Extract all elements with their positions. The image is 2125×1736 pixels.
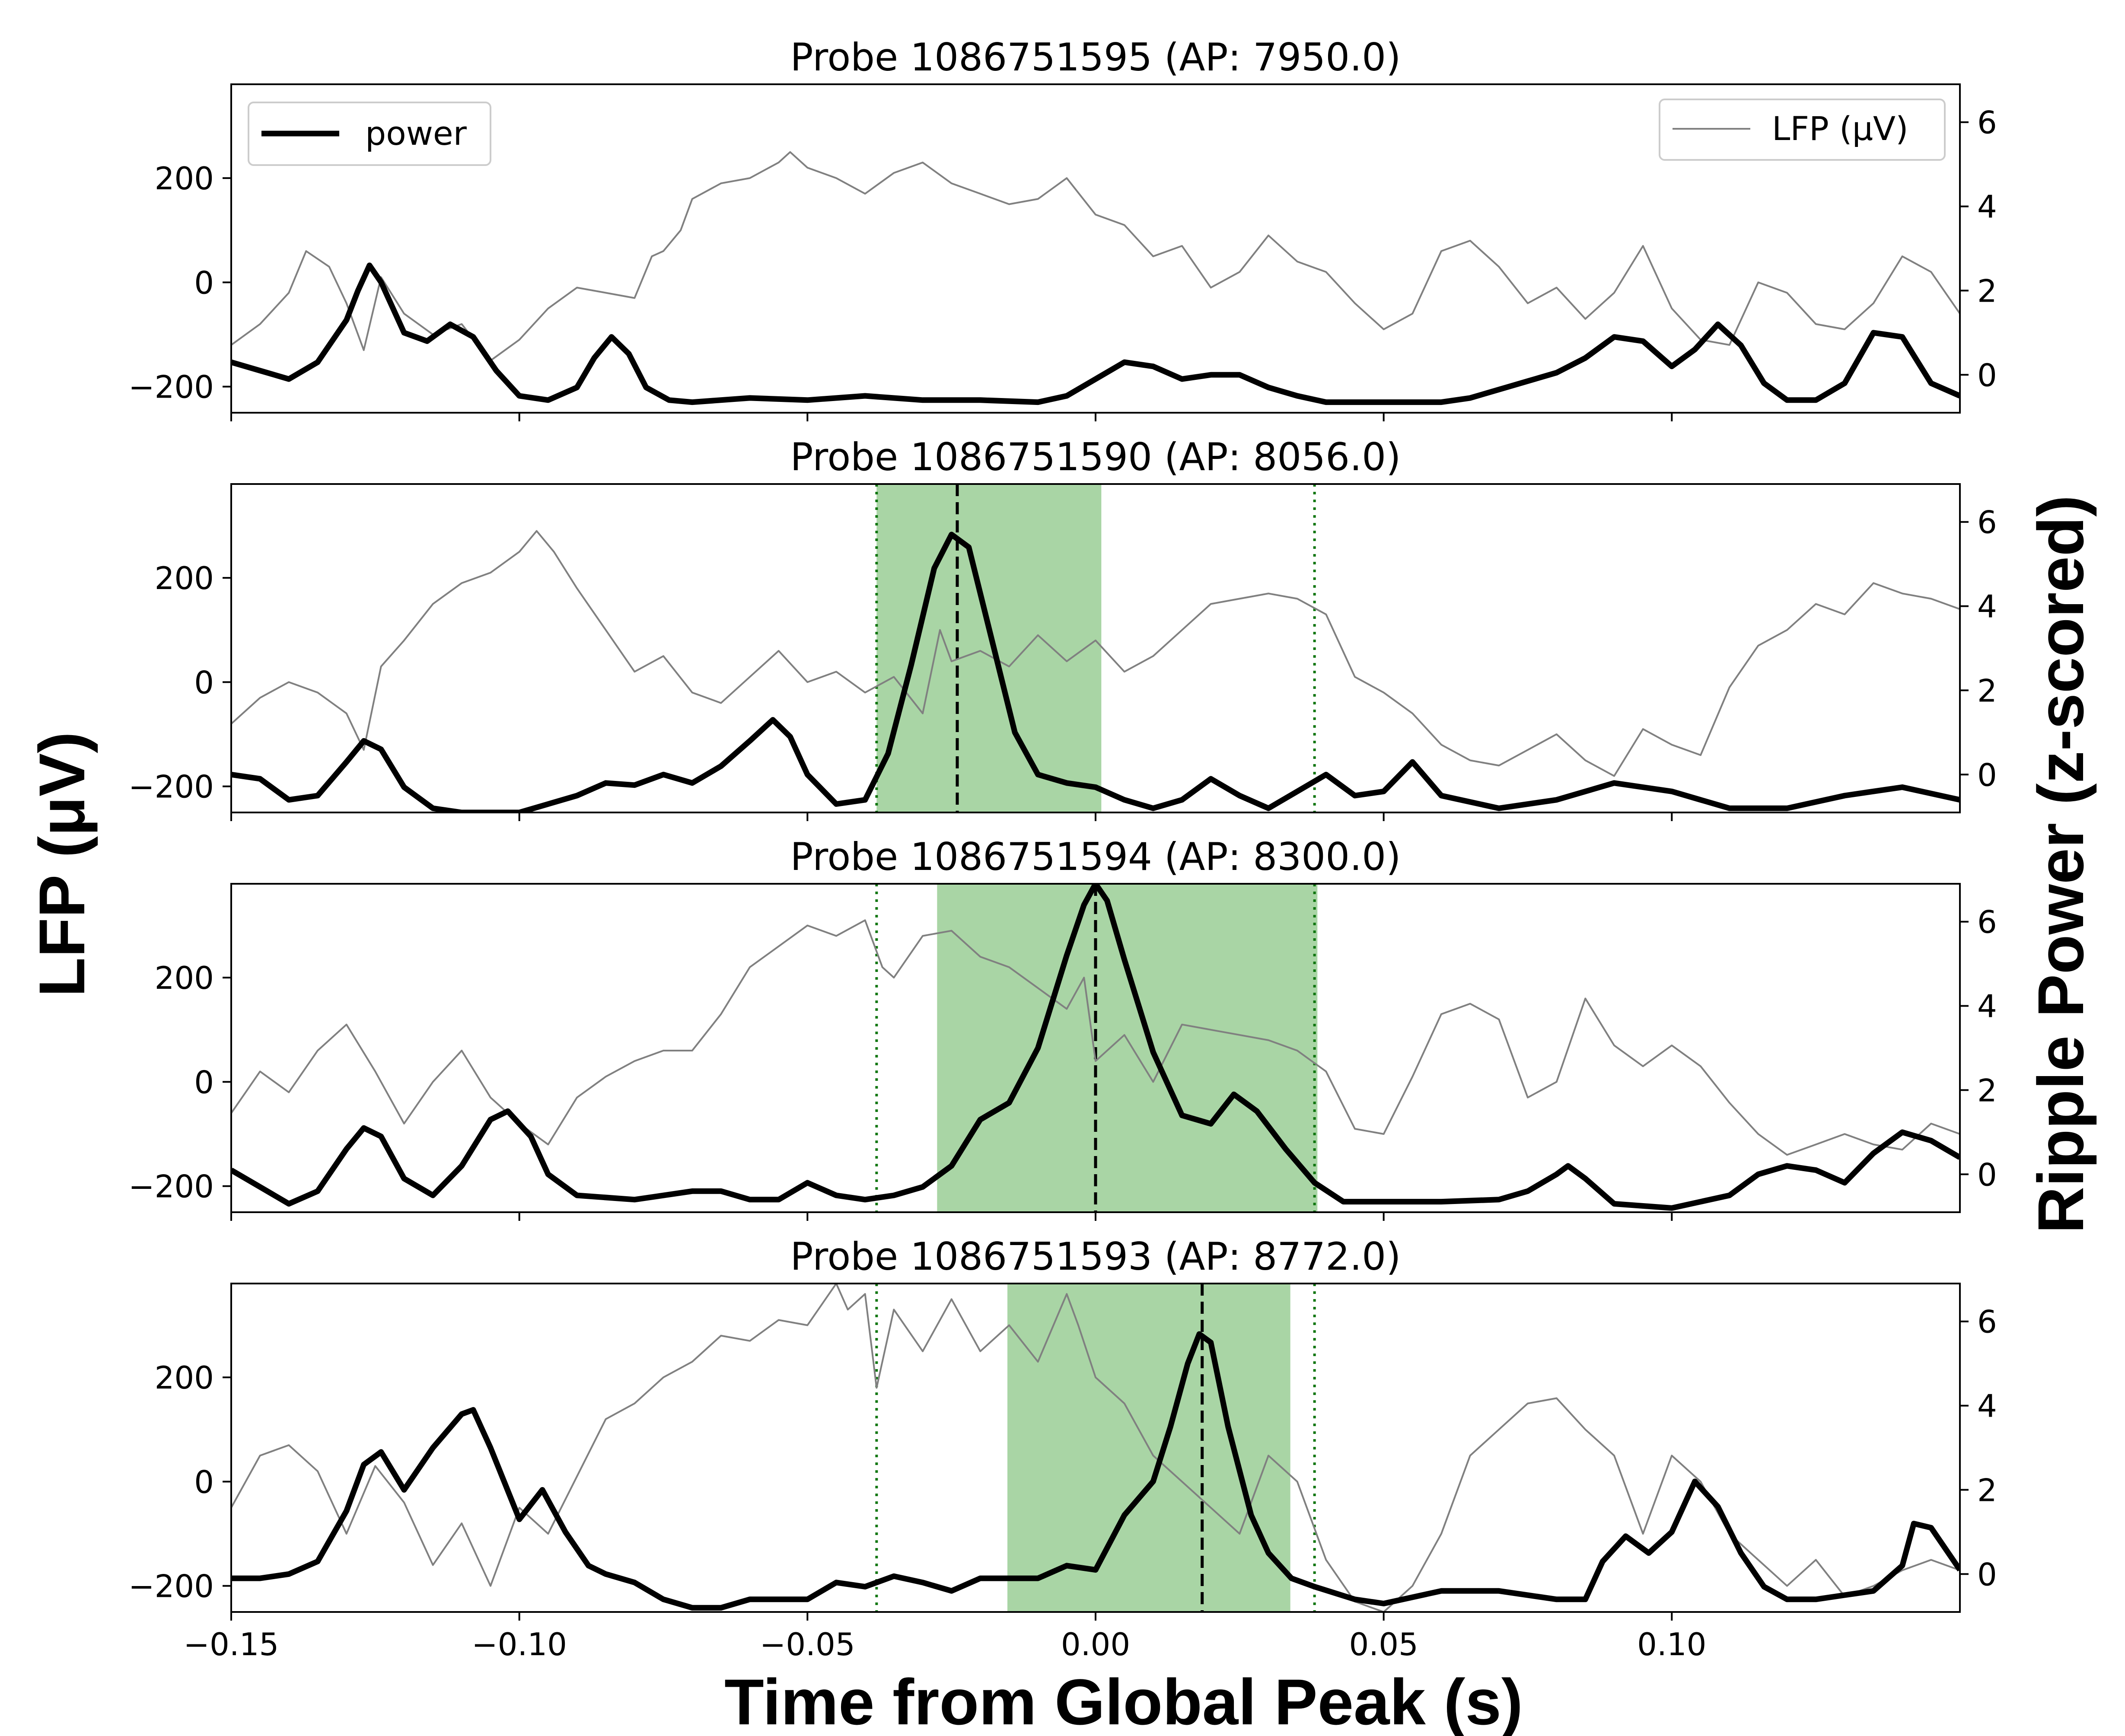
subplot-4: Probe 1086751593 (AP: 8772.0) 200 0 −200 6 4 2… — [128, 1234, 1997, 1663]
right-y-tick-label: 4 — [1977, 1388, 1997, 1424]
legend-box — [248, 102, 491, 166]
left-y-tick-label: 200 — [155, 160, 214, 197]
legend-label-lfp: LFP (μV) — [1772, 109, 1908, 148]
x-tick-label: −0.15 — [184, 1626, 279, 1663]
left-y-tick-label: 200 — [155, 1360, 214, 1396]
right-y-tick-label: 0 — [1977, 1556, 1997, 1593]
right-y-tick-label: 4 — [1977, 589, 1997, 625]
x-axis-label: Time from Global Peak (s) — [724, 1666, 1523, 1736]
lfp-series — [231, 530, 1960, 777]
right-y-tick-label: 2 — [1977, 1472, 1997, 1508]
x-tick-label: −0.10 — [472, 1626, 567, 1663]
legend-box — [1659, 99, 1946, 161]
right-y-tick-label: 4 — [1977, 189, 1997, 225]
right-y-axis-label: Ripple Power (z-scored) — [2024, 495, 2097, 1234]
left-y-tick-label: 0 — [194, 664, 214, 701]
subplot-2: Probe 1086751590 (AP: 8056.0) 200 0 −200 6 4 2… — [128, 435, 1997, 821]
right-y-tick-label: 2 — [1977, 273, 1997, 309]
x-tick-label: 0.10 — [1637, 1626, 1706, 1663]
lfp-series — [231, 151, 1960, 362]
subplot-stack: Probe 1086751595 (AP: 7950.0)2000−200642… — [128, 35, 1997, 1663]
right-y-tick-label: 0 — [1977, 757, 1997, 793]
panel-title: Probe 1086751590 (AP: 8056.0) — [790, 435, 1401, 479]
right-y-tick-label: 0 — [1977, 357, 1997, 393]
x-tick-label: −0.05 — [760, 1626, 855, 1663]
x-tick-label: 0.00 — [1061, 1626, 1130, 1663]
x-tick-label: 0.05 — [1349, 1626, 1418, 1663]
right-y-tick-label: 0 — [1977, 1156, 1997, 1193]
power-series — [231, 262, 1960, 405]
left-y-tick-label: −200 — [128, 1169, 214, 1205]
ripple-window — [876, 484, 1102, 812]
power-series — [231, 884, 1960, 1211]
right-y-tick-label: 6 — [1977, 105, 1997, 141]
left-y-tick-label: −200 — [128, 369, 214, 405]
subplot-3: Probe 1086751594 (AP: 8300.0) 200 0 −200 6 4 2… — [128, 835, 1997, 1221]
left-y-tick-label: 200 — [155, 560, 214, 596]
right-y-tick-label: 2 — [1977, 1072, 1997, 1108]
left-y-tick-label: 0 — [194, 1464, 214, 1500]
left-y-tick-label: −200 — [128, 769, 214, 805]
panel-title: Probe 1086751594 (AP: 8300.0) — [790, 835, 1401, 879]
left-y-tick-label: 200 — [155, 960, 214, 996]
legend-power: power — [248, 102, 491, 166]
left-y-tick-label: 0 — [194, 264, 214, 301]
panel-title: Probe 1086751593 (AP: 8772.0) — [790, 1234, 1401, 1279]
right-y-tick-label: 6 — [1977, 504, 1997, 541]
legend-lfp: LFP (μV) — [1659, 99, 1946, 161]
left-y-tick-label: −200 — [128, 1568, 214, 1605]
subplot-1: Probe 1086751595 (AP: 7950.0) 200 0 −200 6 4 2… — [128, 35, 1997, 421]
panel-title: Probe 1086751595 (AP: 7950.0) — [790, 35, 1401, 80]
right-y-tick-label: 6 — [1977, 904, 1997, 940]
legend-label-power: power — [365, 114, 467, 153]
left-y-axis-label: LFP (μV) — [25, 732, 98, 997]
power-series — [231, 1331, 1960, 1611]
ripple-window — [937, 884, 1318, 1212]
right-y-tick-label: 4 — [1977, 988, 1997, 1025]
left-y-tick-label: 0 — [194, 1064, 214, 1100]
right-y-tick-label: 2 — [1977, 672, 1997, 709]
lfp-series — [231, 1284, 1960, 1612]
right-y-tick-label: 6 — [1977, 1304, 1997, 1340]
